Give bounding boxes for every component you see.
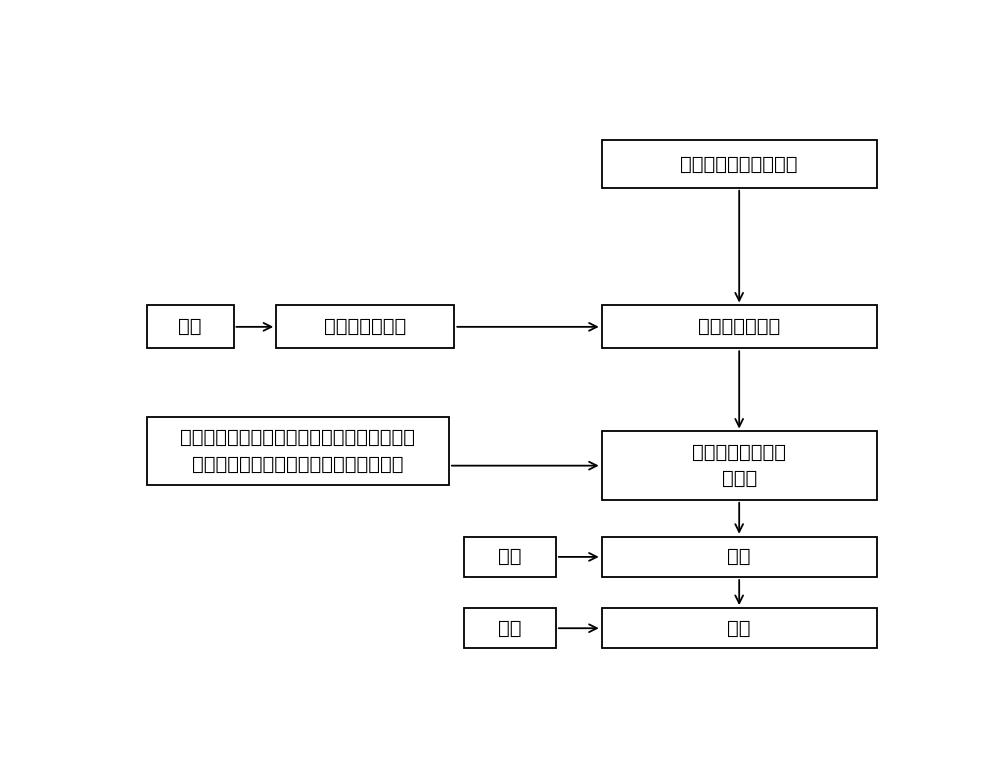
Text: 混合菌液和水、底
物发酵: 混合菌液和水、底 物发酵	[692, 443, 786, 489]
Text: 粉碎: 粉碎	[498, 618, 522, 638]
FancyBboxPatch shape	[602, 141, 877, 188]
Text: 以豆粕、蛋白粕、酒精粕、玉米、玉米纤维饲
料、玉米皮、麸皮、硫酸铵配制发酵底物: 以豆粕、蛋白粕、酒精粕、玉米、玉米纤维饲 料、玉米皮、麸皮、硫酸铵配制发酵底物	[180, 428, 415, 473]
FancyBboxPatch shape	[464, 608, 556, 648]
FancyBboxPatch shape	[602, 537, 877, 577]
FancyBboxPatch shape	[602, 608, 877, 648]
FancyBboxPatch shape	[464, 537, 556, 577]
Text: 一级增菌培养基: 一级增菌培养基	[324, 317, 406, 337]
FancyBboxPatch shape	[602, 432, 877, 499]
FancyBboxPatch shape	[147, 417, 449, 485]
Text: 烘干: 烘干	[727, 547, 751, 567]
FancyBboxPatch shape	[602, 306, 877, 348]
Text: 成品: 成品	[727, 618, 751, 638]
FancyBboxPatch shape	[147, 306, 234, 348]
Text: 菌种: 菌种	[178, 317, 202, 337]
Text: 检验: 检验	[498, 547, 522, 567]
Text: 二级增菌培养基: 二级增菌培养基	[698, 317, 780, 337]
Text: 二级增菌培养基的配置: 二级增菌培养基的配置	[680, 154, 798, 174]
FancyBboxPatch shape	[276, 306, 454, 348]
